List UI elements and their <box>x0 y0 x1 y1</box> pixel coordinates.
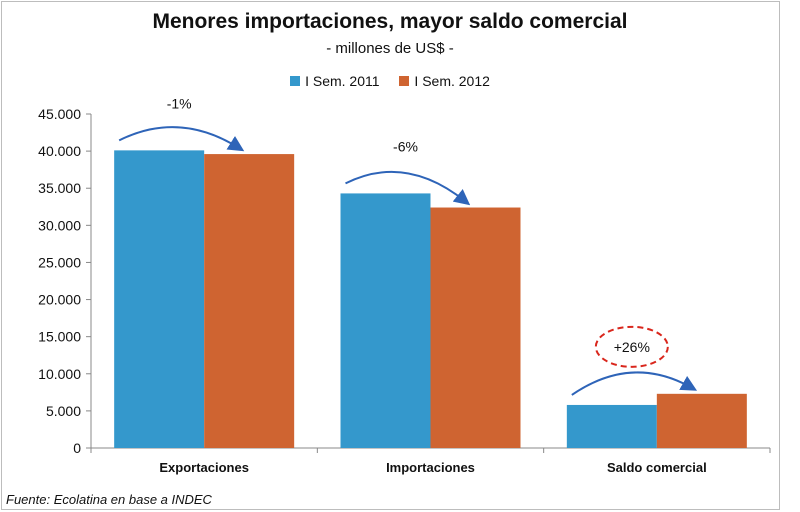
change-label: -1% <box>167 95 192 111</box>
y-tick-label: 10.000 <box>38 366 81 382</box>
bar-2012-saldo-comercial <box>656 393 747 448</box>
legend-item-2012: I Sem. 2012 <box>399 73 490 89</box>
bar-2012-importaciones <box>430 207 521 448</box>
change-arrow <box>345 170 471 206</box>
change-arrow <box>118 126 245 152</box>
y-tick-label: 0 <box>73 440 81 456</box>
legend-label-2011: I Sem. 2011 <box>305 73 380 89</box>
chart-title: Menores importaciones, mayor saldo comer… <box>152 10 628 33</box>
legend-swatch-2011 <box>290 76 301 86</box>
legend-item-2011: I Sem. 2011 <box>290 73 380 89</box>
y-tick-label: 15.000 <box>38 329 81 345</box>
y-tick-label: 45.000 <box>38 106 81 122</box>
chart-subtitle: - millones de US$ - <box>326 40 454 57</box>
x-category-label: Importaciones <box>386 460 475 475</box>
change-label: -6% <box>393 138 418 154</box>
chart-legend: I Sem. 2011 I Sem. 2012 <box>0 73 780 89</box>
y-tick-label: 5.000 <box>46 403 81 419</box>
bar-2012-exportaciones <box>204 154 295 448</box>
highlight-ellipse <box>594 325 669 368</box>
bar-2011-saldo-comercial <box>566 404 657 448</box>
change-arrow <box>571 371 698 396</box>
legend-swatch-2012 <box>399 76 410 86</box>
y-tick-label: 40.000 <box>38 143 81 159</box>
y-tick-label: 25.000 <box>38 254 81 270</box>
source-note: Fuente: Ecolatina en base a INDEC <box>6 492 212 507</box>
change-label: +26% <box>614 339 650 355</box>
x-category-label: Exportaciones <box>159 460 249 475</box>
y-tick-label: 20.000 <box>38 292 81 308</box>
bar-2011-importaciones <box>340 193 431 448</box>
legend-label-2012: I Sem. 2012 <box>414 73 490 89</box>
y-tick-label: 30.000 <box>38 217 81 233</box>
x-category-label: Saldo comercial <box>607 460 707 475</box>
bar-2011-exportaciones <box>114 150 205 448</box>
y-tick-label: 35.000 <box>38 180 81 196</box>
